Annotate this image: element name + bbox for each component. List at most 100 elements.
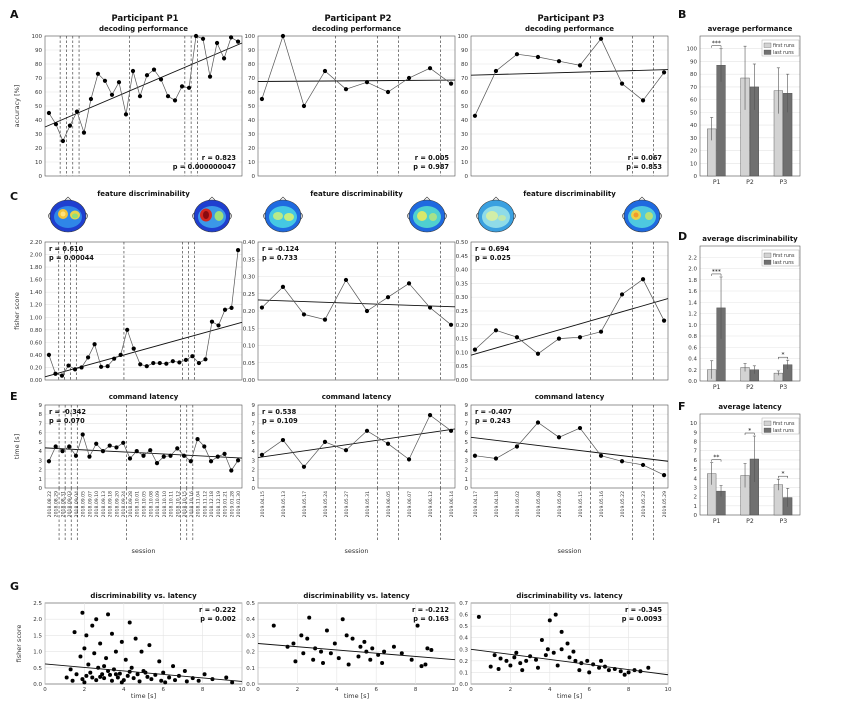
chart-C2: feature discriminability 0.00 0.05 0.10 0.15… <box>243 190 456 384</box>
chart-A2-ytick-label: 40 <box>248 118 255 124</box>
chart-E1-xtick-label: 2019.01.21 <box>223 491 229 517</box>
chart-E2-point <box>343 448 349 453</box>
chart-G3-point <box>618 669 623 674</box>
chart-E1-point <box>134 449 139 454</box>
chart-G2-xtick-label: 2 <box>296 687 300 693</box>
chart-A1-point <box>214 40 220 46</box>
chart-G3-point <box>591 662 596 667</box>
chart-E2-point <box>385 441 391 446</box>
chart-A3-point <box>619 81 625 86</box>
chart-E1-xtick-label: 2018.12.18 <box>209 491 215 517</box>
chart-C3-ytick-label: 0.45 <box>456 254 469 260</box>
chart-A2-ytick-label: 10 <box>248 160 255 166</box>
chart-F-significance-bracket <box>778 475 788 479</box>
chart-G1-point <box>80 610 85 615</box>
chart-G2-stat-r: r = -0.212 <box>412 606 449 614</box>
chart-G3-point <box>547 618 552 623</box>
chart-G1-point <box>224 675 229 680</box>
chart-G1-point <box>125 673 130 678</box>
chart-G3-point <box>565 641 570 646</box>
chart-A1-stat-r: r = 0.823 <box>202 154 237 162</box>
chart-C1-subtitle: feature discriminability <box>97 190 190 198</box>
chart-A3-ytick-label: 60 <box>461 90 468 96</box>
chart-A2-point <box>448 81 454 86</box>
chart-C1-ytick-label: 2.00 <box>30 253 43 259</box>
chart-E1-xtick-label: 2018.10.05 <box>142 491 148 517</box>
chart-E1-ytick-label: 8 <box>39 412 43 418</box>
chart-G3-ytick-label: 0.2 <box>459 659 468 665</box>
chart-E3-xtick-label: 2019.05.02 <box>515 491 521 517</box>
chart-G3-point <box>534 657 539 662</box>
chart-C1-point <box>177 360 182 365</box>
chart-E2-point <box>301 464 307 469</box>
chart-G2-point <box>362 639 367 644</box>
chart-C1-point <box>72 367 78 372</box>
chart-A2-ytick-label: 90 <box>248 48 255 54</box>
chart-G1-point <box>196 678 201 683</box>
chart-E1-xtick-label: 2019.01.28 <box>229 491 235 517</box>
chart-E1-ytick-label: 0 <box>39 486 43 492</box>
chart-G3-stat-p: p = 0.0093 <box>622 615 663 623</box>
chart-G2-point <box>311 657 316 662</box>
chart-C2-subtitle: feature discriminability <box>310 190 403 198</box>
chart-C1-point <box>99 364 104 369</box>
chart-C3-ytick-label: 0.15 <box>456 337 469 343</box>
chart-E1-point <box>141 453 146 458</box>
chart-C3-trend-line <box>470 298 669 356</box>
chart-E3-xtick-label: 2019.05.15 <box>578 491 584 517</box>
chart-B-legend-label: last runs <box>773 50 794 56</box>
chart-E1-point <box>222 451 227 456</box>
chart-E3-ytick-label: 5 <box>465 440 469 446</box>
chart-E1-ytick-label: 2 <box>39 468 43 474</box>
chart-C2-series-line <box>261 279 452 326</box>
chart-A2-point <box>301 103 307 109</box>
chart-G1-ytick-label: 2.5 <box>33 601 42 607</box>
chart-F-ytick-label: 1 <box>694 504 698 510</box>
chart-F-ytick-label: 5 <box>694 467 698 473</box>
chart-G3-point <box>585 658 590 663</box>
chart-G1-ytick-label: 1.0 <box>33 650 42 656</box>
chart-E1-xtick-label: 2018.10.08 <box>148 491 154 517</box>
chart-G2-ytick-label: 0.4 <box>246 617 255 623</box>
chart-G3-point <box>573 658 578 663</box>
chart-E1: command latency 0 1 2 3 4 5 6 7 8 9 time [s] r = -0.… <box>13 393 243 555</box>
chart-E2-subtitle: command latency <box>322 393 392 401</box>
chart-A2: decoding performance 0 10 20 30 40 50 60 70 80 90 1… <box>245 25 456 180</box>
chart-A1: decoding performance 0 10 20 30 40 50 60 70 80 90 1… <box>13 25 243 180</box>
chart-C2-ytick-label: 0.30 <box>243 275 256 281</box>
chart-C2-stat-p: p = 0.733 <box>262 254 298 262</box>
chart-C1-ytick-label: 0.20 <box>30 365 43 371</box>
chart-A1-point <box>109 92 115 97</box>
chart-A1-ytick-label: 0 <box>39 174 43 180</box>
chart-E2-point <box>280 437 286 443</box>
chart-F-significance-label: ** <box>713 454 719 461</box>
chart-C1-ytick-label: 2.20 <box>30 240 43 246</box>
chart-D-legend <box>761 249 800 267</box>
chart-A2-ytick-label: 0 <box>252 174 256 180</box>
chart-C3-plot-frame <box>470 241 669 381</box>
chart-E1-ylabel: time [s] <box>13 434 21 459</box>
chart-B-ytick-label: 30 <box>690 136 697 142</box>
chart-C2-ytick-label: 0.10 <box>243 344 256 350</box>
chart-C1-ytick-label: 0.00 <box>30 378 43 384</box>
chart-E1-point <box>148 448 153 453</box>
chart-G1-xtick-label: 8 <box>201 687 205 693</box>
chart-G3-ytick-label: 0.1 <box>459 670 468 676</box>
chart-G3-ytick-label: 0.0 <box>459 682 468 688</box>
chart-A1-ytick-label: 90 <box>35 48 42 54</box>
chart-G3-xtick-label: 8 <box>627 687 631 693</box>
chart-E3-point <box>661 472 667 478</box>
chart-A1-point <box>151 67 157 72</box>
chart-E1-point <box>235 458 241 463</box>
panel-letter-C: C <box>10 190 18 203</box>
chart-C2-ytick-label: 0.05 <box>243 361 256 367</box>
chart-G3-ytick-label: 0.3 <box>459 647 468 653</box>
chart-B-legend-label: first runs <box>773 43 795 49</box>
chart-E1-stat-r: r = -0.342 <box>49 408 86 416</box>
chart-G1-point <box>102 664 107 669</box>
chart-E2-ytick-label: 0 <box>252 486 256 492</box>
chart-A3-point <box>598 36 604 41</box>
chart-A2-point <box>364 80 370 85</box>
